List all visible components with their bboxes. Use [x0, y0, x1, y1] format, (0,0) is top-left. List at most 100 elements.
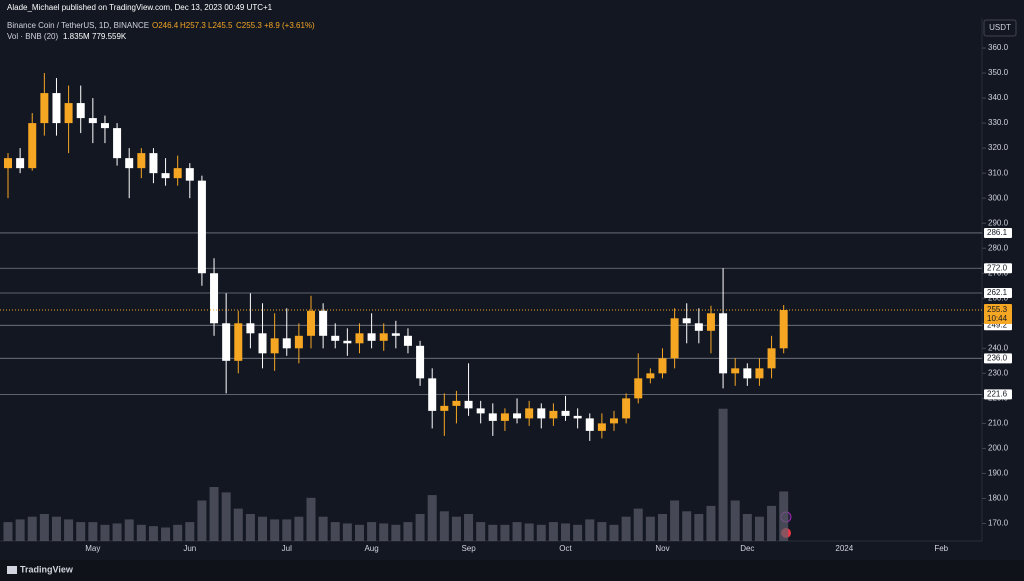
volume-bar — [88, 522, 98, 541]
volume-bar — [367, 522, 377, 541]
candle-body — [40, 93, 49, 124]
volume-bar — [330, 522, 340, 541]
ohlc-value: C255.3 — [236, 21, 262, 30]
volume-bar — [609, 524, 619, 541]
candle-body — [755, 368, 764, 379]
candle-body — [173, 168, 182, 179]
volume-bar — [342, 523, 352, 541]
candle-body — [597, 423, 606, 431]
candle-body — [294, 335, 303, 349]
volume-bar — [451, 516, 461, 541]
volume-bar — [476, 522, 486, 541]
volume-last: 1.835M — [63, 32, 90, 41]
volume-bar — [718, 408, 728, 541]
volume-bar — [706, 505, 716, 541]
candle-body — [113, 128, 122, 159]
volume-bar — [754, 516, 764, 541]
volume-bar — [512, 522, 522, 541]
volume-bar — [221, 492, 231, 541]
candle-body — [537, 408, 546, 419]
volume-bar — [112, 523, 122, 541]
x-tick-label: Nov — [655, 544, 669, 553]
candle-body — [488, 413, 497, 421]
countdown: 10:44 — [987, 314, 1008, 323]
volume-bar — [3, 522, 13, 541]
x-tick-label: Jun — [183, 544, 196, 553]
level-label-box — [984, 263, 1012, 274]
ohlc-value: O246.4 — [152, 21, 179, 30]
x-tick-label: Oct — [559, 544, 572, 553]
candle-body — [52, 93, 61, 124]
volume-bar — [282, 519, 292, 541]
candle-body — [246, 323, 255, 334]
last-price-box — [984, 304, 1012, 325]
volume-bar — [64, 519, 74, 541]
y-tick-label: 360.0 — [988, 43, 1009, 52]
candle-body — [149, 153, 158, 174]
candle-body — [307, 310, 315, 336]
candle-body — [391, 333, 400, 336]
candle-body — [258, 333, 267, 354]
candle-body — [682, 318, 691, 324]
volume-bar — [621, 516, 631, 541]
candle-body — [670, 318, 679, 359]
volume-bar — [161, 527, 171, 541]
currency[interactable]: USDT — [989, 23, 1011, 32]
candle-body — [525, 408, 534, 419]
y-tick-label: 170.0 — [988, 519, 1009, 528]
y-tick-label: 210.0 — [988, 418, 1009, 427]
volume-bar — [548, 522, 558, 541]
candle-body — [319, 310, 328, 336]
candle-body — [779, 310, 788, 349]
footer-bar — [0, 560, 1024, 581]
volume-bar — [136, 524, 146, 541]
y-tick-label: 330.0 — [988, 118, 1009, 127]
volume-bar — [100, 524, 110, 541]
candle-body — [646, 373, 655, 379]
volume-ma: 779.559K — [92, 32, 127, 41]
volume-bar — [27, 516, 37, 541]
change: +8.9 — [264, 21, 280, 30]
volume-bar — [742, 514, 752, 541]
y-tick-label: 200.0 — [988, 444, 1009, 453]
volume-bar — [76, 522, 86, 541]
x-tick-label: Sep — [461, 544, 476, 553]
candle-body — [161, 173, 170, 179]
candle-body — [464, 400, 473, 409]
volume-bar — [379, 523, 389, 541]
candle-body — [343, 340, 352, 344]
volume-bar — [270, 519, 280, 541]
volume-bar — [209, 487, 219, 541]
candle-body — [416, 345, 425, 379]
candle-body — [64, 103, 73, 124]
volume-bar — [39, 514, 49, 541]
candle-body — [28, 123, 37, 169]
y-tick-label: 320.0 — [988, 143, 1009, 152]
volume-bar — [427, 495, 437, 541]
candle-body — [731, 368, 740, 374]
candle-body — [658, 358, 667, 374]
y-tick-label: 180.0 — [988, 494, 1009, 503]
candle-body — [561, 410, 570, 416]
symbol: Binance Coin / TetherUS, 1D, BINANCE — [7, 21, 149, 30]
candle-body — [513, 413, 522, 419]
candle-body — [549, 410, 558, 419]
x-tick-label: Feb — [934, 544, 948, 553]
volume-bar — [403, 522, 413, 541]
volume-bar — [488, 524, 498, 541]
candle-body — [16, 158, 25, 169]
volume-bar — [391, 524, 401, 541]
x-tick-label: Aug — [364, 544, 378, 553]
last-price-label: 255.3 — [987, 305, 1008, 314]
level-label: 236.0 — [987, 353, 1008, 362]
level-label: 221.6 — [987, 389, 1008, 398]
candle-body — [610, 418, 618, 424]
candle-body — [197, 180, 206, 274]
y-tick-label: 280.0 — [988, 243, 1009, 252]
volume-bar — [573, 524, 583, 541]
level-label: 249.2 — [987, 320, 1008, 329]
currency-box[interactable] — [983, 19, 1017, 37]
candle-body — [185, 168, 194, 181]
y-tick-label: 310.0 — [988, 168, 1009, 177]
